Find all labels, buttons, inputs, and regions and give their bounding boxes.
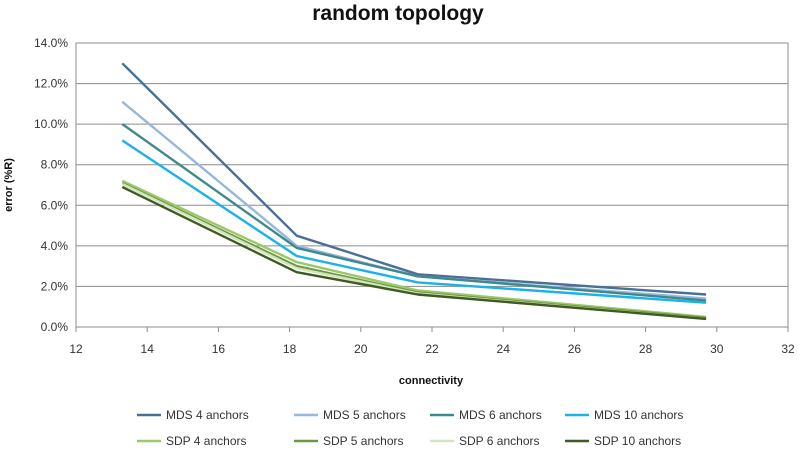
y-axis-ticks: 0.0% 2.0% 4.0% 6.0% 8.0% 10.0% 12.0% 14.0% (34, 36, 68, 334)
x-tick-label: 32 (781, 342, 795, 356)
legend-item-sdp-6-anchors: SDP 6 anchors (430, 434, 540, 448)
legend-label: SDP 6 anchors (459, 434, 540, 448)
series-line-mds-10-anchors (121, 139, 707, 304)
legend-label: SDP 5 anchors (323, 434, 404, 448)
y-tick-label: 4.0% (41, 239, 69, 253)
series-line-sdp-10-anchors (121, 185, 707, 321)
legend-label: MDS 10 anchors (594, 408, 683, 422)
y-tick-label: 6.0% (41, 198, 69, 212)
x-tick-label: 24 (497, 342, 511, 356)
y-tick-label: 8.0% (41, 158, 69, 172)
x-tick-label: 22 (425, 342, 439, 356)
legend-item-sdp-4-anchors: SDP 4 anchors (137, 434, 247, 448)
y-tick-label: 14.0% (34, 36, 68, 50)
legend-item-sdp-5-anchors: SDP 5 anchors (294, 434, 404, 448)
x-tick-label: 16 (212, 342, 226, 356)
y-tick-label: 10.0% (34, 117, 68, 131)
legend-label: MDS 4 anchors (166, 408, 249, 422)
series-lines (121, 62, 707, 321)
series-line-mds-4-anchors (121, 62, 707, 296)
x-tick-label: 12 (69, 342, 83, 356)
y-tick-label: 0.0% (41, 320, 69, 334)
x-tick-label: 20 (354, 342, 368, 356)
legend-item-mds-10-anchors: MDS 10 anchors (565, 408, 683, 422)
x-tick-label: 14 (141, 342, 155, 356)
y-tick-label: 2.0% (41, 279, 69, 293)
legend-label: MDS 6 anchors (459, 408, 542, 422)
x-tick-label: 18 (283, 342, 297, 356)
legend-item-mds-4-anchors: MDS 4 anchors (137, 408, 249, 422)
x-axis-title: connectivity (399, 375, 464, 387)
legend-item-mds-5-anchors: MDS 5 anchors (294, 408, 406, 422)
legend-item-mds-6-anchors: MDS 6 anchors (430, 408, 542, 422)
legend: MDS 4 anchors MDS 5 anchors MDS 6 anchors M… (137, 408, 683, 448)
x-tick-label: 28 (639, 342, 653, 356)
series-line-sdp-4-anchors (121, 179, 707, 319)
x-tick-label: 30 (710, 342, 724, 356)
x-tick-label: 26 (568, 342, 582, 356)
x-axis-ticks: 12 14 16 18 20 22 24 26 28 30 32 (69, 327, 795, 356)
y-axis-title: error (%R) (3, 158, 15, 212)
chart-title: random topology (312, 2, 484, 25)
y-tick-label: 12.0% (34, 77, 68, 91)
legend-label: MDS 5 anchors (323, 408, 406, 422)
series-line-mds-6-anchors (121, 123, 707, 302)
legend-item-sdp-10-anchors: SDP 10 anchors (565, 434, 681, 448)
legend-label: SDP 4 anchors (166, 434, 247, 448)
legend-label: SDP 10 anchors (594, 434, 681, 448)
